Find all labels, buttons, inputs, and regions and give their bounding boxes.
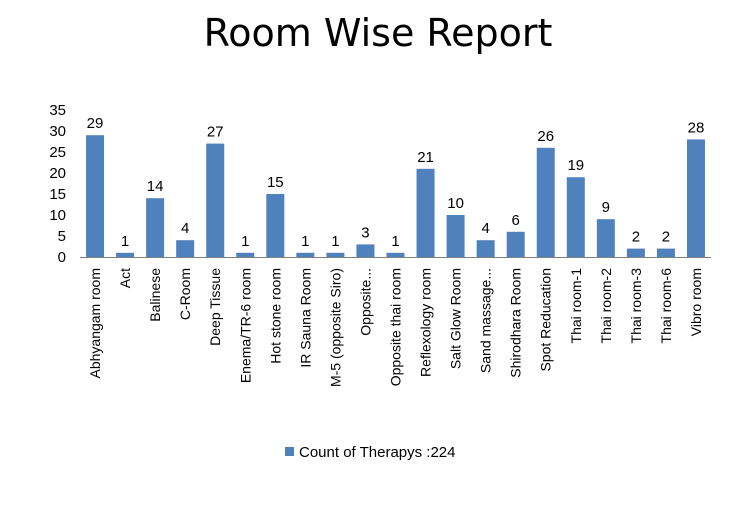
y-tick-label: 20 (49, 165, 66, 182)
y-axis: 0 5 10 15 20 25 30 35 (49, 102, 66, 266)
x-category-label: Opposite... (357, 268, 373, 336)
data-label: 14 (147, 178, 164, 195)
bar (326, 252, 345, 257)
data-label: 21 (417, 149, 434, 166)
bar (416, 168, 435, 257)
x-category-label: Thai room-3 (628, 268, 644, 344)
bar (536, 147, 555, 257)
bar (596, 219, 615, 257)
x-category-label: Hot stone room (267, 268, 283, 364)
x-category-label: Opposite thai room (388, 268, 404, 386)
bar (356, 244, 375, 257)
x-category-label: Spot Reducation (538, 268, 554, 372)
data-label: 1 (331, 233, 339, 250)
bar (296, 252, 315, 257)
bars: 29 1 14 4 27 1 15 1 1 3 1 21 10 4 6 26 19 9 2 2 28 (86, 115, 705, 257)
data-label: 2 (662, 229, 670, 246)
data-label: 26 (537, 128, 554, 145)
y-tick-label: 0 (58, 249, 66, 266)
data-label: 27 (207, 124, 224, 141)
data-label: 4 (481, 220, 489, 237)
legend-swatch (285, 447, 294, 456)
data-label: 1 (121, 233, 129, 250)
x-category-label: M-5 (opposite Siro) (327, 268, 343, 387)
bar (446, 215, 465, 257)
x-category-label: Sand massage... (478, 268, 494, 373)
data-label: 4 (181, 220, 189, 237)
legend-label: Count of Therapys :224 (299, 444, 456, 461)
x-category-label: Thai room-1 (568, 268, 584, 344)
bar (266, 194, 285, 257)
chart-title: Room Wise Report (204, 11, 553, 55)
x-category-label: Act (117, 268, 133, 288)
bar (506, 231, 525, 257)
bar (236, 252, 255, 257)
x-category-label: Enema/TR-6 room (237, 268, 253, 383)
data-label: 6 (512, 212, 520, 229)
x-category-label: Shirodhara Room (508, 268, 524, 378)
data-label: 2 (632, 229, 640, 246)
x-category-label: C-Room (177, 268, 193, 320)
data-label: 1 (241, 233, 249, 250)
bar (656, 248, 675, 257)
x-category-label: Deep Tissue (207, 268, 223, 346)
data-label: 1 (301, 233, 309, 250)
bar (206, 143, 225, 257)
data-label: 29 (87, 115, 104, 132)
x-category-label: Vibro room (688, 268, 704, 336)
x-category-label: Salt Glow Room (448, 268, 464, 369)
x-axis: Abhyangam room Act Balinese C-Room Deep Tiss… (80, 257, 711, 387)
bar (176, 240, 195, 257)
data-label: 10 (447, 195, 464, 212)
y-tick-label: 15 (49, 186, 66, 203)
data-label: 28 (688, 119, 705, 136)
y-tick-label: 30 (49, 123, 66, 140)
y-tick-label: 25 (49, 144, 66, 161)
data-label: 3 (361, 224, 369, 241)
y-tick-label: 35 (49, 102, 66, 119)
x-category-label: Balinese (147, 268, 163, 322)
x-category-label: Abhyangam room (87, 268, 103, 379)
y-tick-label: 10 (49, 207, 66, 224)
data-label: 15 (267, 174, 284, 191)
x-category-label: Thai room-6 (658, 268, 674, 344)
data-label: 9 (602, 199, 610, 216)
data-label: 1 (391, 233, 399, 250)
y-tick-label: 5 (58, 228, 66, 245)
x-category-label: IR Sauna Room (297, 268, 313, 368)
bar (146, 198, 165, 257)
bar (116, 252, 135, 257)
bar (386, 252, 405, 257)
data-label: 19 (567, 157, 584, 174)
x-category-label: Reflexology room (418, 268, 434, 377)
legend: Count of Therapys :224 (285, 444, 456, 461)
bar (686, 139, 705, 257)
bar (476, 240, 495, 257)
bar (566, 177, 585, 257)
bar (86, 135, 105, 257)
bar (626, 248, 645, 257)
x-category-label: Thai room-2 (598, 268, 614, 344)
